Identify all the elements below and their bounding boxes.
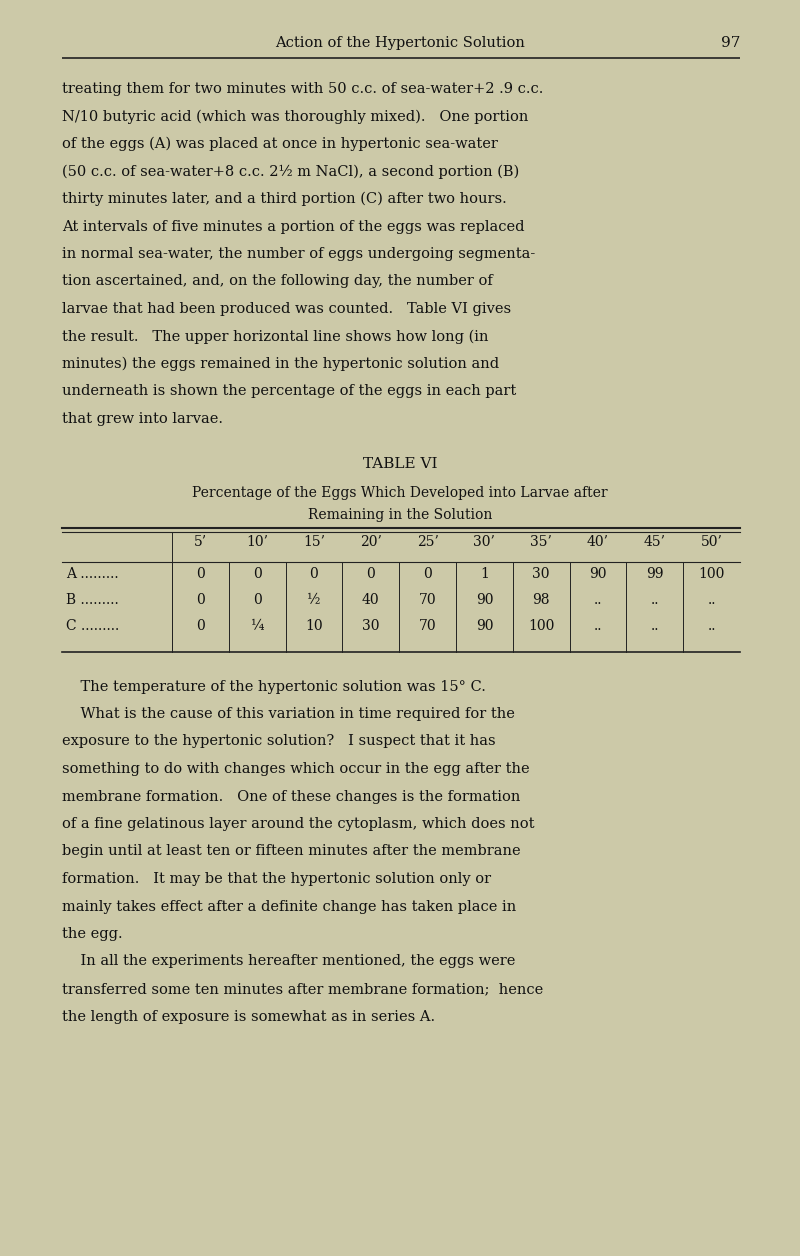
Text: 30: 30	[533, 568, 550, 582]
Text: of a fine gelatinous layer around the cytoplasm, which does not: of a fine gelatinous layer around the cy…	[62, 816, 534, 831]
Text: the length of exposure is somewhat as in series A.: the length of exposure is somewhat as in…	[62, 1010, 435, 1024]
Text: Percentage of the Eggs Which Developed into Larvae after: Percentage of the Eggs Which Developed i…	[192, 486, 608, 500]
Text: 90: 90	[476, 619, 493, 633]
Text: 0: 0	[196, 619, 205, 633]
Text: 0: 0	[253, 594, 262, 608]
Text: formation.   It may be that the hypertonic solution only or: formation. It may be that the hypertonic…	[62, 872, 491, 885]
Text: something to do with changes which occur in the egg after the: something to do with changes which occur…	[62, 762, 530, 776]
Text: membrane formation.   One of these changes is the formation: membrane formation. One of these changes…	[62, 790, 520, 804]
Text: ..: ..	[594, 594, 602, 608]
Text: 1: 1	[480, 568, 489, 582]
Text: 0: 0	[310, 568, 318, 582]
Text: thirty minutes later, and a third portion (C) after two hours.: thirty minutes later, and a third portio…	[62, 192, 506, 206]
Text: (50 c.c. of sea-water+8 c.c. 2½ m NaCl), a second portion (B): (50 c.c. of sea-water+8 c.c. 2½ m NaCl),…	[62, 165, 519, 178]
Text: 0: 0	[196, 568, 205, 582]
Text: treating them for two minutes with 50 c.c. of sea-water+2 .9 c.c.: treating them for two minutes with 50 c.…	[62, 82, 543, 95]
Text: ..: ..	[707, 594, 716, 608]
Text: 5’: 5’	[194, 535, 207, 550]
Text: in normal sea-water, the number of eggs undergoing segmenta-: in normal sea-water, the number of eggs …	[62, 247, 535, 261]
Text: ..: ..	[594, 619, 602, 633]
Text: 97: 97	[721, 36, 740, 50]
Text: 30’: 30’	[474, 535, 495, 550]
Text: 0: 0	[366, 568, 375, 582]
Text: 90: 90	[476, 594, 493, 608]
Text: 0: 0	[423, 568, 432, 582]
Text: 70: 70	[418, 594, 437, 608]
Text: mainly takes effect after a definite change has taken place in: mainly takes effect after a definite cha…	[62, 899, 516, 913]
Text: minutes) the eggs remained in the hypertonic solution and: minutes) the eggs remained in the hypert…	[62, 357, 499, 372]
Text: 99: 99	[646, 568, 663, 582]
Text: ½: ½	[307, 594, 321, 608]
Text: that grew into larvae.: that grew into larvae.	[62, 412, 223, 426]
Text: TABLE VI: TABLE VI	[362, 457, 438, 471]
Text: underneath is shown the percentage of the eggs in each part: underneath is shown the percentage of th…	[62, 384, 516, 398]
Text: A .........: A .........	[66, 568, 118, 582]
Text: 100: 100	[528, 619, 554, 633]
Text: 25’: 25’	[417, 535, 438, 550]
Text: 0: 0	[196, 594, 205, 608]
Text: 98: 98	[533, 594, 550, 608]
Text: The temperature of the hypertonic solution was 15° C.: The temperature of the hypertonic soluti…	[62, 679, 486, 693]
Text: At intervals of five minutes a portion of the eggs was replaced: At intervals of five minutes a portion o…	[62, 220, 525, 234]
Text: 35’: 35’	[530, 535, 552, 550]
Text: N/10 butyric acid (which was thoroughly mixed).   One portion: N/10 butyric acid (which was thoroughly …	[62, 109, 528, 124]
Text: begin until at least ten or fifteen minutes after the membrane: begin until at least ten or fifteen minu…	[62, 844, 521, 859]
Text: 15’: 15’	[303, 535, 325, 550]
Text: 40: 40	[362, 594, 380, 608]
Text: 40’: 40’	[587, 535, 609, 550]
Text: 70: 70	[418, 619, 437, 633]
Text: larvae that had been produced was counted.   Table VI gives: larvae that had been produced was counte…	[62, 301, 511, 317]
Text: ..: ..	[650, 619, 659, 633]
Text: C .........: C .........	[66, 619, 119, 633]
Text: transferred some ten minutes after membrane formation;  hence: transferred some ten minutes after membr…	[62, 982, 543, 996]
Text: B .........: B .........	[66, 594, 118, 608]
Text: What is the cause of this variation in time required for the: What is the cause of this variation in t…	[62, 707, 515, 721]
Text: the egg.: the egg.	[62, 927, 122, 941]
Text: of the eggs (A) was placed at once in hypertonic sea-water: of the eggs (A) was placed at once in hy…	[62, 137, 498, 152]
Text: ..: ..	[707, 619, 716, 633]
Text: In all the experiments hereafter mentioned, the eggs were: In all the experiments hereafter mention…	[62, 955, 515, 968]
Text: 10: 10	[305, 619, 323, 633]
Text: 50’: 50’	[701, 535, 722, 550]
Text: ..: ..	[650, 594, 659, 608]
Text: 10’: 10’	[246, 535, 268, 550]
Text: 45’: 45’	[644, 535, 666, 550]
Text: tion ascertained, and, on the following day, the number of: tion ascertained, and, on the following …	[62, 275, 493, 289]
Text: 30: 30	[362, 619, 379, 633]
Text: 90: 90	[590, 568, 606, 582]
Text: exposure to the hypertonic solution?   I suspect that it has: exposure to the hypertonic solution? I s…	[62, 735, 496, 749]
Text: 100: 100	[698, 568, 725, 582]
Text: the result.   The upper horizontal line shows how long (in: the result. The upper horizontal line sh…	[62, 329, 489, 344]
Text: Action of the Hypertonic Solution: Action of the Hypertonic Solution	[275, 36, 525, 50]
Text: 20’: 20’	[360, 535, 382, 550]
Text: ¼: ¼	[250, 619, 264, 633]
Text: Remaining in the Solution: Remaining in the Solution	[308, 507, 492, 521]
Text: 0: 0	[253, 568, 262, 582]
